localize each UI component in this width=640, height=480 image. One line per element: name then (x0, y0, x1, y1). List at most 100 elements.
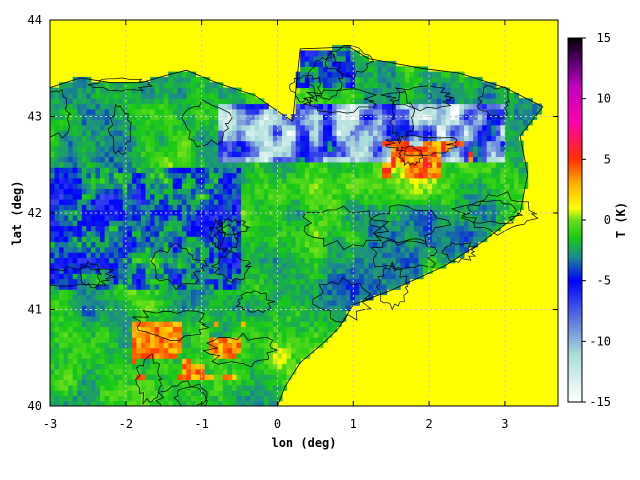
heatmap-cell (232, 225, 238, 232)
heatmap-cell (345, 76, 351, 83)
heatmap-cell (68, 108, 74, 115)
heatmap-cell (163, 140, 169, 147)
heatmap-cell (418, 108, 424, 115)
heatmap-cell (386, 214, 392, 221)
heatmap-cell (359, 188, 365, 195)
heatmap-cell (241, 124, 247, 131)
heatmap-cell (209, 220, 215, 227)
heatmap-cell (209, 321, 215, 327)
heatmap-cell (200, 151, 206, 158)
heatmap-cell (186, 246, 192, 253)
heatmap-cell (323, 71, 329, 78)
heatmap-cell (86, 358, 92, 365)
heatmap-cell (100, 363, 106, 370)
heatmap-cell (327, 310, 333, 317)
heatmap-cell (213, 400, 219, 406)
heatmap-cell (395, 214, 401, 221)
heatmap-cell (313, 135, 319, 142)
heatmap-cell (395, 236, 401, 243)
heatmap-cell (100, 193, 106, 200)
heatmap-cell (68, 124, 74, 131)
heatmap-cell (409, 71, 415, 78)
heatmap-cell (163, 294, 169, 301)
heatmap-cell (318, 220, 324, 227)
heatmap-cell (218, 92, 224, 99)
heatmap-cell (163, 299, 169, 306)
heatmap-cell (54, 204, 60, 211)
heatmap-cell (363, 225, 369, 232)
heatmap-cell (95, 209, 101, 216)
heatmap-cell (277, 246, 283, 253)
heatmap-cell (213, 374, 219, 381)
heatmap-cell (131, 103, 137, 110)
heatmap-cell (59, 262, 65, 269)
heatmap-cell (345, 119, 351, 126)
heatmap-cell (404, 161, 410, 168)
heatmap-cell (227, 384, 233, 391)
heatmap-cell (373, 289, 379, 296)
heatmap-cell (468, 108, 474, 115)
heatmap-cell (86, 283, 92, 290)
heatmap-cell (263, 135, 269, 142)
heatmap-cell (304, 167, 310, 174)
heatmap-cell (432, 108, 438, 115)
heatmap-cell (81, 167, 87, 174)
heatmap-cell (209, 310, 215, 317)
heatmap-cell (245, 379, 251, 386)
heatmap-cell (445, 76, 451, 83)
heatmap-cell (141, 119, 147, 126)
heatmap-cell (232, 156, 238, 163)
heatmap-cell (113, 278, 119, 285)
heatmap-cell (136, 140, 142, 147)
heatmap-cell (150, 347, 156, 354)
heatmap-cell (354, 71, 360, 78)
heatmap-cell (181, 230, 187, 237)
heatmap-cell (109, 374, 115, 381)
heatmap-cell (81, 214, 87, 221)
heatmap-cell (95, 299, 101, 306)
heatmap-cell (341, 220, 347, 227)
heatmap-cell (409, 268, 415, 274)
heatmap-cell (177, 390, 183, 396)
heatmap-cell (386, 103, 392, 110)
heatmap-cell (286, 167, 292, 174)
heatmap-cell (150, 230, 156, 237)
heatmap-cell (86, 331, 92, 338)
heatmap-cell (227, 130, 233, 136)
heatmap-cell (304, 273, 310, 280)
heatmap-cell (404, 108, 410, 115)
heatmap-cell (209, 92, 215, 99)
heatmap-cell (204, 358, 210, 365)
heatmap-cell (54, 156, 60, 163)
heatmap-cell (427, 262, 433, 269)
heatmap-cell (159, 246, 165, 253)
heatmap-cell (263, 315, 269, 322)
heatmap-cell (286, 241, 292, 248)
heatmap-cell (282, 220, 288, 227)
heatmap-cell (168, 289, 174, 296)
heatmap-cell (295, 124, 301, 131)
heatmap-cell (286, 315, 292, 322)
heatmap-cell (304, 315, 310, 322)
heatmap-cell (263, 167, 269, 174)
heatmap-cell (127, 82, 133, 89)
heatmap-cell (441, 140, 447, 147)
heatmap-cell (227, 230, 233, 237)
heatmap-cell (272, 262, 278, 269)
heatmap-cell (377, 61, 383, 67)
heatmap-cell (327, 156, 333, 163)
heatmap-cell (464, 76, 470, 83)
heatmap-cell (291, 177, 297, 184)
heatmap-cell (391, 236, 397, 243)
heatmap-cell (309, 246, 315, 253)
heatmap-cell (168, 342, 174, 349)
heatmap-cell (268, 151, 274, 158)
heatmap-cell (436, 98, 442, 105)
heatmap-cell (300, 257, 306, 264)
heatmap-cell (295, 294, 301, 301)
heatmap-cell (168, 130, 174, 136)
heatmap-cell (341, 214, 347, 221)
heatmap-cell (268, 289, 274, 296)
heatmap-cell (263, 140, 269, 147)
heatmap-cell (131, 390, 137, 396)
